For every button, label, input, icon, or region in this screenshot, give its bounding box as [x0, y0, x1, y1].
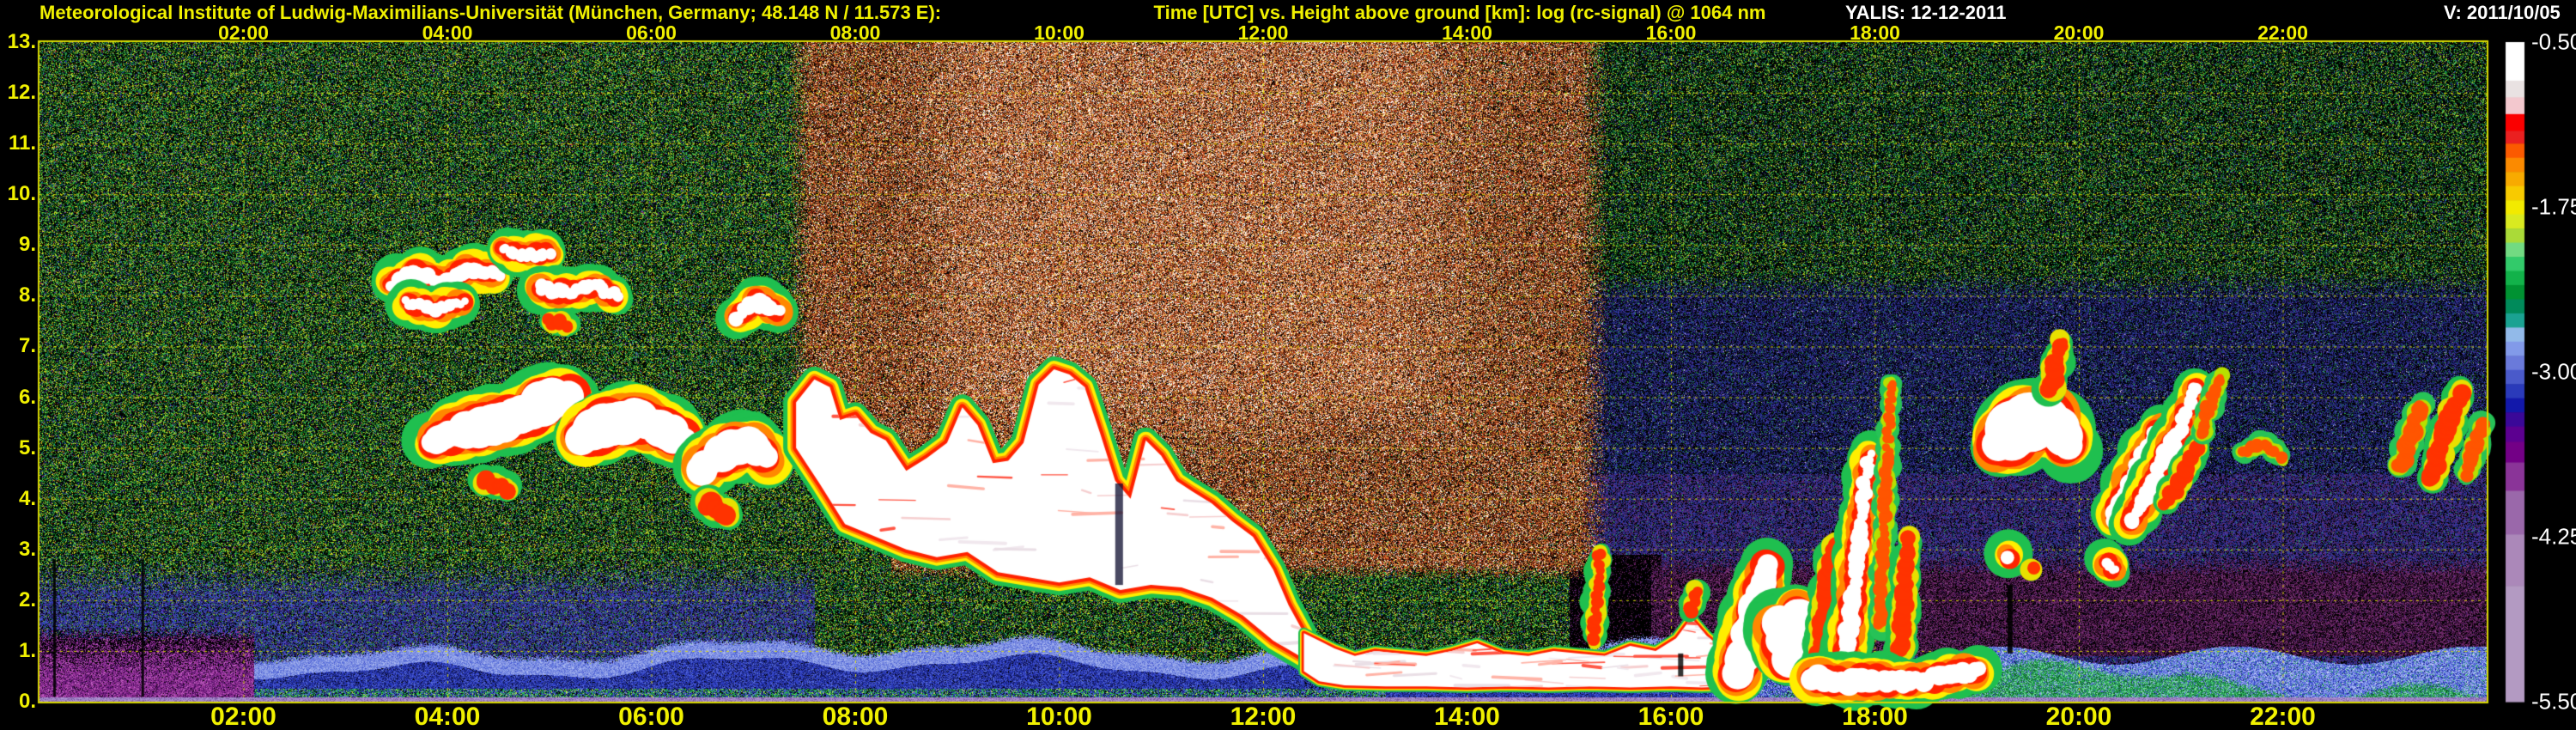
instrument-date-label: YALIS: 12-12-2011: [1845, 2, 2007, 23]
bottom-tick-18:00: 18:00: [1842, 703, 1908, 730]
height-tick-11: 11.: [8, 131, 36, 155]
bottom-tick-02:00: 02:00: [210, 703, 276, 730]
bottom-tick-22:00: 22:00: [2250, 703, 2316, 730]
height-tick-1: 1.: [18, 638, 36, 662]
height-tick-7: 7.: [18, 334, 36, 358]
bottom-tick-06:00: 06:00: [618, 703, 684, 730]
height-tick-8: 8.: [18, 283, 36, 307]
top-tick-08:00: 08:00: [829, 21, 881, 44]
height-tick-10: 10.: [7, 182, 36, 206]
colorbar-tick--3.00: -3.00: [2531, 358, 2576, 385]
bottom-tick-14:00: 14:00: [1434, 703, 1500, 730]
colorbar-tick--5.50: -5.50: [2531, 688, 2576, 715]
height-tick-2: 2.: [18, 587, 36, 611]
top-tick-06:00: 06:00: [626, 21, 677, 44]
chart-title: Time [UTC] vs. Height above ground [km]:…: [1153, 2, 1766, 23]
bottom-tick-16:00: 16:00: [1637, 703, 1704, 730]
top-tick-20:00: 20:00: [2053, 21, 2105, 44]
top-tick-10:00: 10:00: [1034, 21, 1084, 44]
top-tick-16:00: 16:00: [1645, 21, 1697, 44]
colorbar-tick--0.50: -0.50: [2531, 28, 2576, 55]
top-tick-14:00: 14:00: [1442, 21, 1492, 44]
top-tick-18:00: 18:00: [1850, 21, 1900, 44]
height-tick-9: 9.: [18, 233, 36, 257]
top-tick-22:00: 22:00: [2257, 21, 2308, 44]
colorbar-tick--4.25: -4.25: [2531, 523, 2576, 550]
height-tick-0: 0.: [18, 690, 36, 713]
bottom-tick-04:00: 04:00: [414, 703, 481, 730]
top-tick-02:00: 02:00: [218, 21, 269, 44]
bottom-tick-10:00: 10:00: [1026, 703, 1092, 730]
top-tick-04:00: 04:00: [422, 21, 473, 44]
bottom-tick-12:00: 12:00: [1230, 703, 1297, 730]
top-tick-12:00: 12:00: [1237, 21, 1289, 44]
height-tick-5: 5.: [18, 435, 36, 459]
version-label: V: 2011/10/05: [2444, 2, 2561, 23]
bottom-tick-08:00: 08:00: [822, 703, 889, 730]
height-tick-4: 4.: [18, 486, 36, 510]
colorbar-tick--1.75: -1.75: [2531, 193, 2576, 220]
height-tick-3: 3.: [18, 537, 36, 561]
bottom-tick-20:00: 20:00: [2045, 703, 2112, 730]
page-title: Meteorological Institute of Ludwig-Maxim…: [39, 2, 942, 23]
height-tick-13: 13.: [7, 30, 36, 53]
height-tick-12: 12.: [7, 81, 36, 105]
height-tick-6: 6.: [18, 385, 36, 409]
